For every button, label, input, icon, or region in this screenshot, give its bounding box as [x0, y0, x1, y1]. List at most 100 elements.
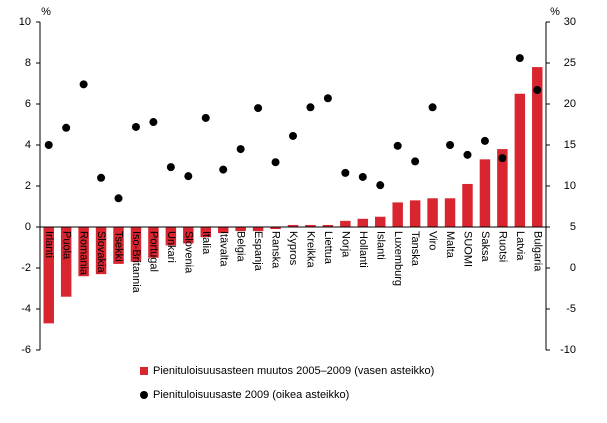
bar — [60, 227, 72, 297]
bar — [183, 227, 194, 244]
point — [341, 168, 350, 177]
bar — [130, 227, 142, 262]
point — [411, 157, 420, 166]
bar — [305, 224, 316, 227]
x-tick-label: Saksa — [479, 231, 491, 262]
point — [62, 123, 71, 132]
y-unit: % — [41, 6, 51, 18]
bar — [322, 224, 334, 227]
bar — [78, 227, 89, 277]
y2-tick-label: 5 — [570, 221, 576, 233]
bar — [340, 220, 351, 227]
x-tick-label: Iso-Britannia — [130, 231, 142, 294]
point — [515, 54, 524, 63]
x-tick-label: Ranska — [270, 231, 282, 269]
bar — [235, 227, 246, 232]
y-tick-label: 8 — [25, 57, 31, 69]
y-tick-label: -2 — [21, 262, 31, 274]
point — [254, 104, 263, 113]
bar — [392, 202, 403, 227]
bar — [113, 227, 124, 264]
y-tick-label: 10 — [19, 16, 31, 28]
point — [114, 194, 123, 203]
x-tick-label: Tanska — [409, 231, 421, 267]
legend-swatch — [140, 367, 148, 375]
bar — [43, 227, 54, 324]
x-tick-label: Tsekki — [113, 231, 125, 262]
x-tick-label: Kypros — [287, 231, 299, 266]
point — [166, 163, 175, 172]
y2-tick-label: -10 — [560, 344, 576, 356]
bar — [148, 227, 159, 258]
point — [323, 94, 332, 103]
point — [533, 86, 542, 95]
x-tick-label: Belgia — [235, 231, 247, 262]
x-tick-label: Luxemburg — [392, 231, 404, 286]
y2-tick-label: 15 — [564, 139, 576, 151]
point — [358, 172, 367, 181]
x-tick-label: Slovenia — [182, 231, 194, 274]
point — [219, 165, 228, 174]
bar — [270, 227, 281, 230]
y2-tick-label: 0 — [570, 262, 576, 274]
x-tick-label: Slovakia — [95, 231, 107, 273]
y-tick-label: 4 — [25, 139, 31, 151]
point — [149, 118, 158, 127]
x-tick-label: Hollanti — [357, 231, 369, 268]
x-tick-label: Viro — [427, 231, 439, 250]
point — [480, 136, 489, 145]
point — [306, 103, 315, 112]
x-tick-label: Bulgaria — [531, 231, 543, 272]
x-tick-label: Norja — [339, 231, 351, 258]
bar — [252, 227, 264, 232]
y2-tick-label: 10 — [564, 180, 576, 192]
x-tick-label: Unkari — [165, 231, 177, 263]
x-tick-label: Kreikka — [305, 231, 317, 269]
x-tick-label: Puola — [60, 231, 72, 260]
legend-swatch — [140, 391, 148, 399]
point — [97, 173, 106, 182]
x-tick-label: Italia — [200, 231, 212, 255]
point — [271, 158, 280, 167]
point — [131, 122, 140, 131]
bar — [287, 224, 299, 227]
bar — [462, 183, 473, 227]
y2-tick-label: 30 — [564, 16, 576, 28]
bar — [217, 227, 229, 234]
legend-label: Pienituloisuusaste 2009 (oikea asteikko) — [153, 389, 349, 401]
bar — [444, 198, 456, 227]
x-tick-label: SUOMI — [462, 231, 474, 267]
point — [289, 131, 297, 140]
bar — [375, 216, 386, 227]
point — [498, 154, 507, 163]
bar — [95, 227, 107, 275]
point — [463, 150, 472, 159]
bar — [479, 159, 491, 227]
point — [184, 172, 193, 181]
legend-label: Pienituloisuusasteen muutos 2005–2009 (v… — [153, 365, 434, 377]
x-tick-label: Itävalta — [217, 231, 229, 267]
bar — [497, 149, 508, 227]
bar — [165, 227, 177, 246]
x-tick-label: Islanti — [374, 231, 386, 260]
point — [44, 141, 53, 149]
x-tick-label: Portugal — [148, 231, 160, 272]
x-tick-label: Liettua — [322, 231, 334, 265]
x-tick-label: Latvia — [514, 231, 526, 261]
bar — [532, 67, 543, 227]
point — [428, 103, 437, 112]
y-tick-label: 6 — [25, 98, 31, 110]
y-tick-label: -6 — [21, 344, 31, 356]
y2-tick-label: 20 — [564, 98, 576, 110]
bar — [427, 198, 438, 227]
point — [446, 141, 455, 149]
bar — [200, 227, 211, 238]
x-tick-label: Ruotsi — [496, 231, 508, 262]
y2-unit: % — [550, 6, 560, 18]
point — [236, 145, 245, 154]
point — [201, 113, 210, 122]
x-tick-label: Romania — [78, 231, 90, 276]
point — [376, 181, 385, 190]
bar — [357, 218, 369, 227]
